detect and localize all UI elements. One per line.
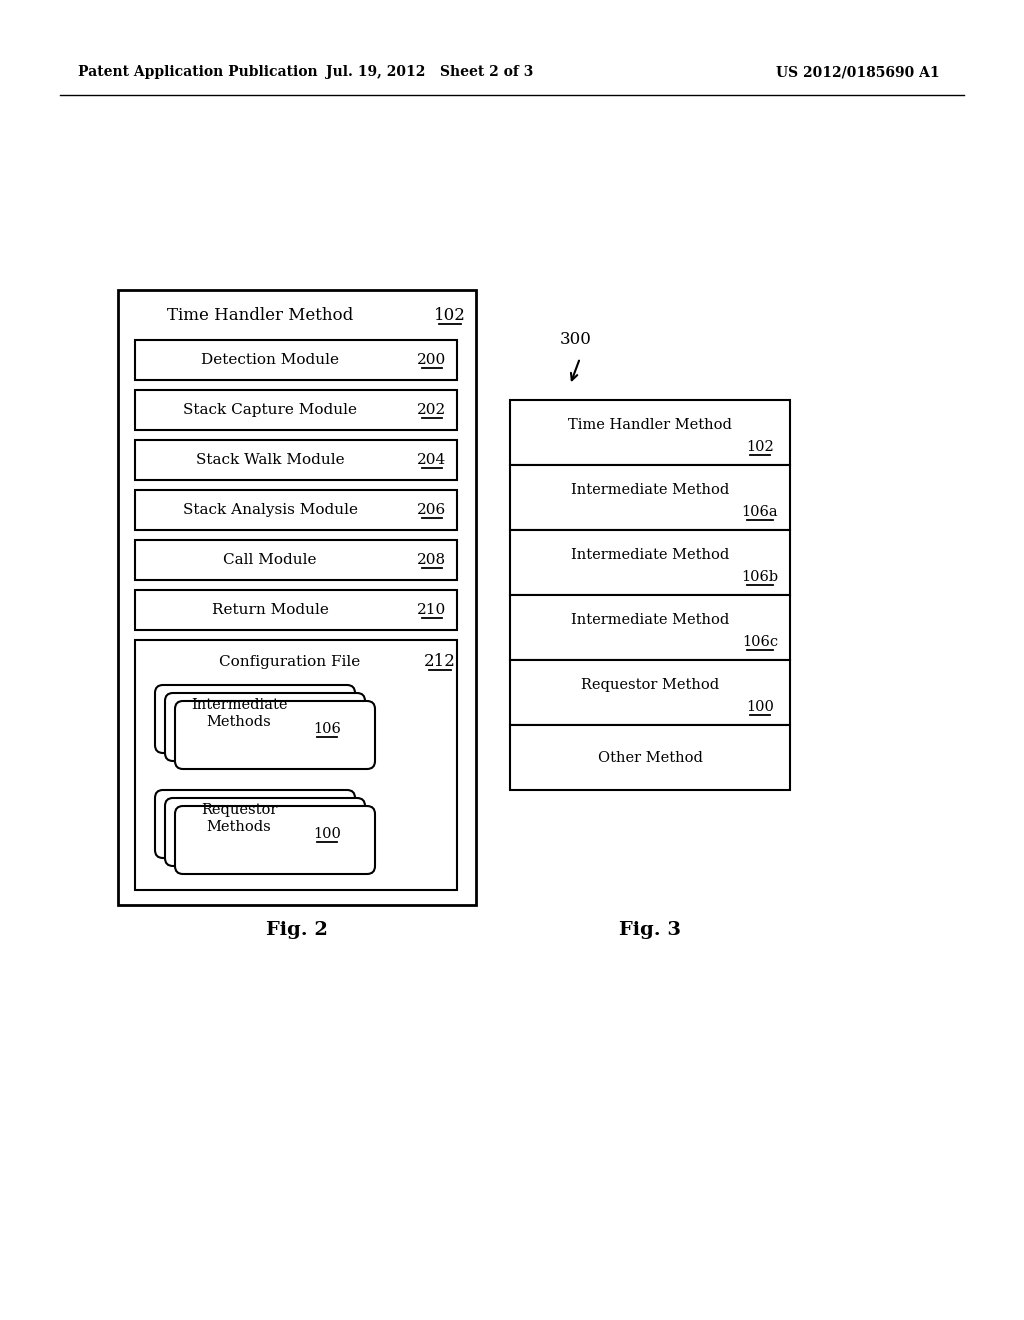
Text: 106c: 106c (742, 635, 778, 649)
Bar (510, 465, 790, 531)
Text: 206: 206 (418, 503, 446, 517)
Text: Stack Walk Module: Stack Walk Module (196, 453, 344, 467)
Text: 300: 300 (560, 331, 592, 348)
Text: Jul. 19, 2012   Sheet 2 of 3: Jul. 19, 2012 Sheet 2 of 3 (327, 65, 534, 79)
Text: Detection Module: Detection Module (202, 352, 339, 367)
Bar (135, 540, 457, 579)
Text: 200: 200 (418, 352, 446, 367)
Bar (510, 595, 790, 660)
Text: Stack Analysis Module: Stack Analysis Module (182, 503, 357, 517)
Text: Stack Capture Module: Stack Capture Module (183, 403, 357, 417)
Bar (118, 290, 476, 906)
Text: Return Module: Return Module (212, 603, 329, 616)
Text: 106b: 106b (741, 570, 778, 583)
Text: 212: 212 (424, 653, 456, 671)
Text: Patent Application Publication: Patent Application Publication (78, 65, 317, 79)
Text: 100: 100 (313, 828, 341, 841)
Text: Configuration File: Configuration File (219, 655, 360, 669)
Text: 208: 208 (418, 553, 446, 568)
Text: Fig. 2: Fig. 2 (266, 921, 328, 939)
Text: Requestor Method: Requestor Method (581, 677, 719, 692)
Bar (510, 400, 790, 465)
FancyBboxPatch shape (155, 789, 355, 858)
Text: Fig. 3: Fig. 3 (618, 921, 681, 939)
FancyBboxPatch shape (155, 685, 355, 752)
Text: Time Handler Method: Time Handler Method (167, 308, 353, 325)
Text: 210: 210 (418, 603, 446, 616)
Text: Other Method: Other Method (598, 751, 702, 764)
Text: Requestor
Methods: Requestor Methods (201, 804, 278, 834)
Bar (135, 590, 457, 630)
Bar (510, 660, 790, 725)
Text: Intermediate Method: Intermediate Method (570, 483, 729, 496)
Text: Intermediate
Methods: Intermediate Methods (190, 698, 288, 729)
Bar (135, 341, 457, 380)
Text: 202: 202 (418, 403, 446, 417)
Text: Time Handler Method: Time Handler Method (568, 417, 732, 432)
Text: 106: 106 (313, 722, 341, 737)
FancyBboxPatch shape (175, 701, 375, 770)
Bar (135, 389, 457, 430)
Text: 106a: 106a (741, 504, 778, 519)
Text: 204: 204 (418, 453, 446, 467)
Bar (510, 531, 790, 595)
Text: Intermediate Method: Intermediate Method (570, 548, 729, 562)
Text: 102: 102 (746, 440, 774, 454)
Text: 102: 102 (434, 308, 466, 325)
Text: Call Module: Call Module (223, 553, 317, 568)
FancyBboxPatch shape (165, 693, 365, 762)
FancyBboxPatch shape (165, 799, 365, 866)
Bar (135, 440, 457, 480)
Text: 100: 100 (746, 700, 774, 714)
Text: US 2012/0185690 A1: US 2012/0185690 A1 (776, 65, 940, 79)
Bar (135, 490, 457, 531)
Bar (510, 725, 790, 789)
FancyBboxPatch shape (175, 807, 375, 874)
Text: Intermediate Method: Intermediate Method (570, 612, 729, 627)
Bar (135, 640, 457, 890)
